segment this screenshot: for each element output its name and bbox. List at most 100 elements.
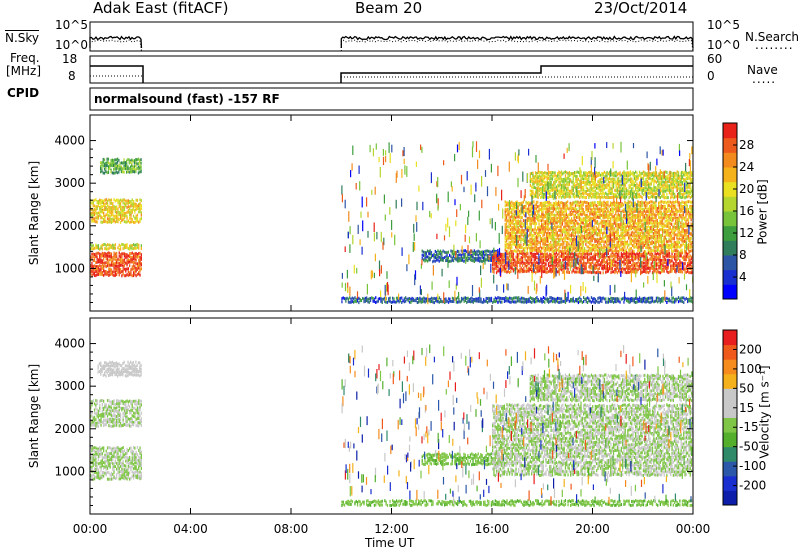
power-echo-cell	[564, 251, 567, 255]
power-echo-cell	[565, 224, 567, 228]
power-echo-cell	[557, 261, 559, 265]
power-echo-cell	[558, 258, 560, 262]
power-echo-cell	[516, 252, 518, 256]
power-echo-cell	[605, 196, 607, 199]
power-echo-cell	[598, 258, 600, 262]
power-echo-cell	[577, 200, 579, 204]
power-echo-cell	[682, 234, 684, 238]
power-echo-cell	[508, 225, 510, 229]
power-echo-cell	[637, 264, 639, 268]
power-echo-cell	[616, 195, 619, 199]
power-echo-cell	[593, 233, 595, 237]
power-echo-cell	[445, 259, 447, 263]
power-echo-cell	[626, 201, 629, 205]
power-echo-cell	[518, 234, 521, 238]
power-echo-cell	[526, 216, 528, 220]
power-echo-cell	[579, 270, 581, 274]
power-echo-cell	[567, 183, 569, 187]
power-echo-cell	[609, 213, 612, 217]
power-echo-cell	[647, 224, 649, 228]
power-echo-cell	[689, 249, 691, 253]
power-echo-cell	[573, 224, 575, 228]
power-echo-cell	[671, 219, 673, 223]
power-echo-cell	[601, 195, 603, 199]
power-echo-cell	[116, 207, 118, 211]
power-echo-cell	[619, 234, 621, 238]
power-echo-cell	[585, 196, 587, 199]
power-echo-cell	[516, 246, 518, 250]
power-echo-cell	[140, 244, 142, 248]
power-echo-cell	[126, 220, 128, 224]
power-echo-cell	[560, 177, 563, 181]
power-echo-cell	[623, 258, 625, 262]
power-echo-cell	[563, 205, 565, 208]
power-echo-cell	[556, 236, 558, 240]
power-echo-cell	[594, 207, 596, 211]
power-echo-cell	[127, 170, 129, 174]
power-echo-cell	[572, 189, 574, 193]
power-echo-cell	[611, 173, 613, 177]
power-echo-cell	[564, 215, 566, 219]
power-echo-cell	[586, 236, 588, 240]
power-echo-cell	[664, 210, 666, 214]
power-echo-cell	[501, 252, 503, 256]
power-echo-cell	[687, 239, 690, 243]
power-echo-cell	[91, 273, 93, 277]
power-echo-cell	[97, 199, 100, 203]
power-echo-cell	[671, 240, 673, 244]
power-echo-cell	[90, 243, 92, 247]
power-echo-cell	[603, 266, 606, 270]
power-echo-cell	[553, 174, 555, 178]
power-echo-cell	[570, 209, 573, 213]
power-echo-cell	[622, 219, 625, 223]
power-echo-cell	[95, 265, 97, 269]
power-echo-cell	[452, 259, 455, 263]
power-echo-cell	[584, 173, 586, 177]
power-echo-cell	[562, 189, 564, 193]
power-echo-cell	[664, 236, 666, 240]
power-echo-cell	[541, 192, 543, 196]
power-echo-cell	[494, 266, 496, 270]
power-echo-cell	[685, 251, 687, 255]
power-echo-cell	[113, 266, 115, 270]
power-echo-cell	[652, 249, 655, 253]
power-echo-cell	[92, 269, 94, 273]
power-echo-cell	[510, 270, 512, 273]
power-echo-cell	[103, 218, 105, 221]
power-echo-cell	[575, 253, 577, 257]
power-echo-cell	[668, 227, 670, 231]
power-echo-cell	[590, 174, 593, 178]
power-echo-cell	[531, 251, 533, 255]
power-echo-cell	[136, 255, 139, 259]
power-echo-cell	[538, 187, 541, 191]
power-echo-cell	[677, 234, 679, 238]
power-echo-cell	[525, 266, 528, 270]
power-echo-cell	[115, 167, 117, 171]
power-echo-cell	[617, 227, 619, 231]
power-echo-cell	[668, 214, 670, 217]
power-echo-cell	[633, 172, 635, 175]
power-echo-cell	[533, 264, 535, 268]
power-echo-cell	[590, 186, 593, 190]
power-echo-cell	[480, 250, 482, 254]
power-echo-cell	[690, 257, 693, 261]
power-echo-cell	[680, 254, 682, 258]
power-echo-cell	[614, 258, 616, 262]
power-echo-cell	[100, 216, 102, 220]
power-echo-cell	[103, 199, 105, 203]
power-echo-cell	[541, 182, 543, 186]
power-echo-cell	[538, 193, 541, 197]
power-echo-cell	[665, 223, 668, 227]
power-echo-cell	[573, 209, 575, 213]
power-echo-cell	[585, 230, 587, 234]
power-echo-cell	[524, 269, 526, 273]
power-echo-cell	[663, 258, 665, 261]
power-echo-cell	[92, 258, 94, 262]
power-echo-cell	[572, 186, 574, 190]
power-echo-cell	[638, 195, 641, 199]
power-echo-cell	[656, 236, 658, 240]
power-echo-cell	[627, 179, 629, 183]
power-echo-cell	[605, 172, 607, 176]
power-echo-cell	[425, 255, 427, 259]
power-echo-cell	[663, 204, 665, 208]
